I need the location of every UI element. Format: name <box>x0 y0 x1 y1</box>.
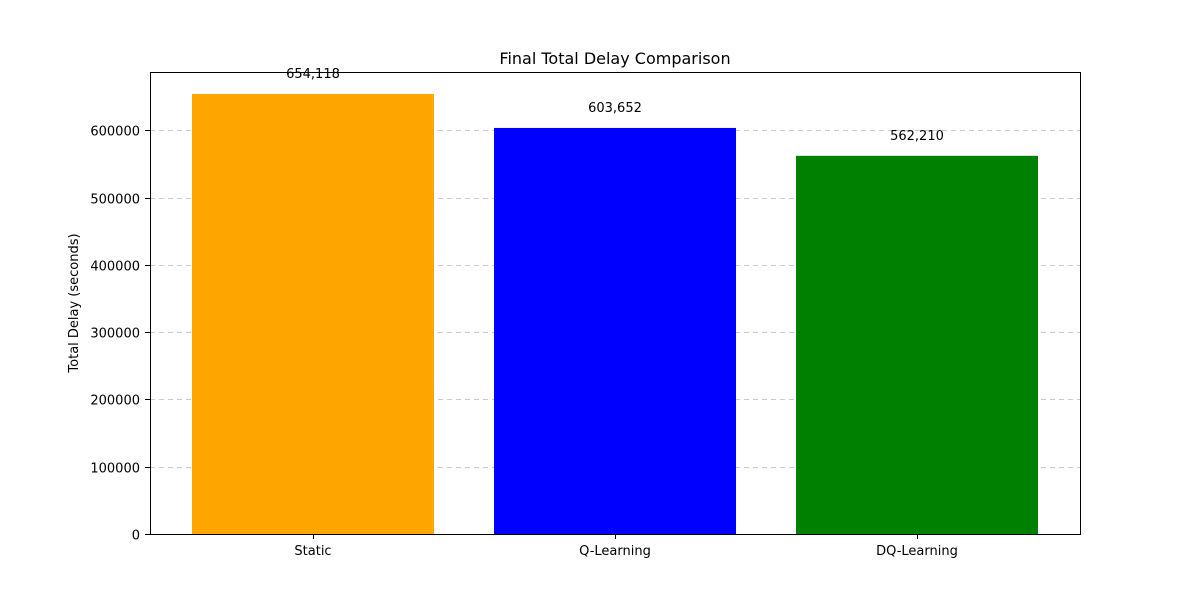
bar-dq-learning <box>796 155 1038 534</box>
x-axis-ticks: Static Q-Learning DQ-Learning <box>294 534 958 559</box>
y-tick-label: 100000 <box>90 462 140 477</box>
data-label: 562,210 <box>890 129 944 144</box>
x-tick-label: DQ-Learning <box>876 544 958 559</box>
y-tick-label: 0 <box>132 529 140 544</box>
y-axis-ticks: 0 100000 200000 300000 400000 500000 600000 <box>90 125 150 544</box>
y-tick-label: 200000 <box>90 394 140 409</box>
plot-frame <box>150 72 1081 535</box>
y-tick-label: 400000 <box>90 260 140 275</box>
y-tick-label: 500000 <box>90 193 140 208</box>
chart-title: Final Total Delay Comparison <box>499 49 730 68</box>
y-axis-label: Total Delay (seconds) <box>67 233 82 373</box>
data-label: 654,118 <box>286 67 340 82</box>
y-tick-label: 600000 <box>90 125 140 140</box>
y-tick-label: 300000 <box>90 327 140 342</box>
bar-static <box>192 94 434 534</box>
bar-q-learning <box>494 127 736 534</box>
x-tick-label: Q-Learning <box>579 544 651 559</box>
data-label: 603,652 <box>588 101 642 116</box>
data-labels: 654,118 603,652 562,210 <box>286 67 944 144</box>
x-tick-label: Static <box>294 544 331 559</box>
bars <box>192 94 1038 534</box>
